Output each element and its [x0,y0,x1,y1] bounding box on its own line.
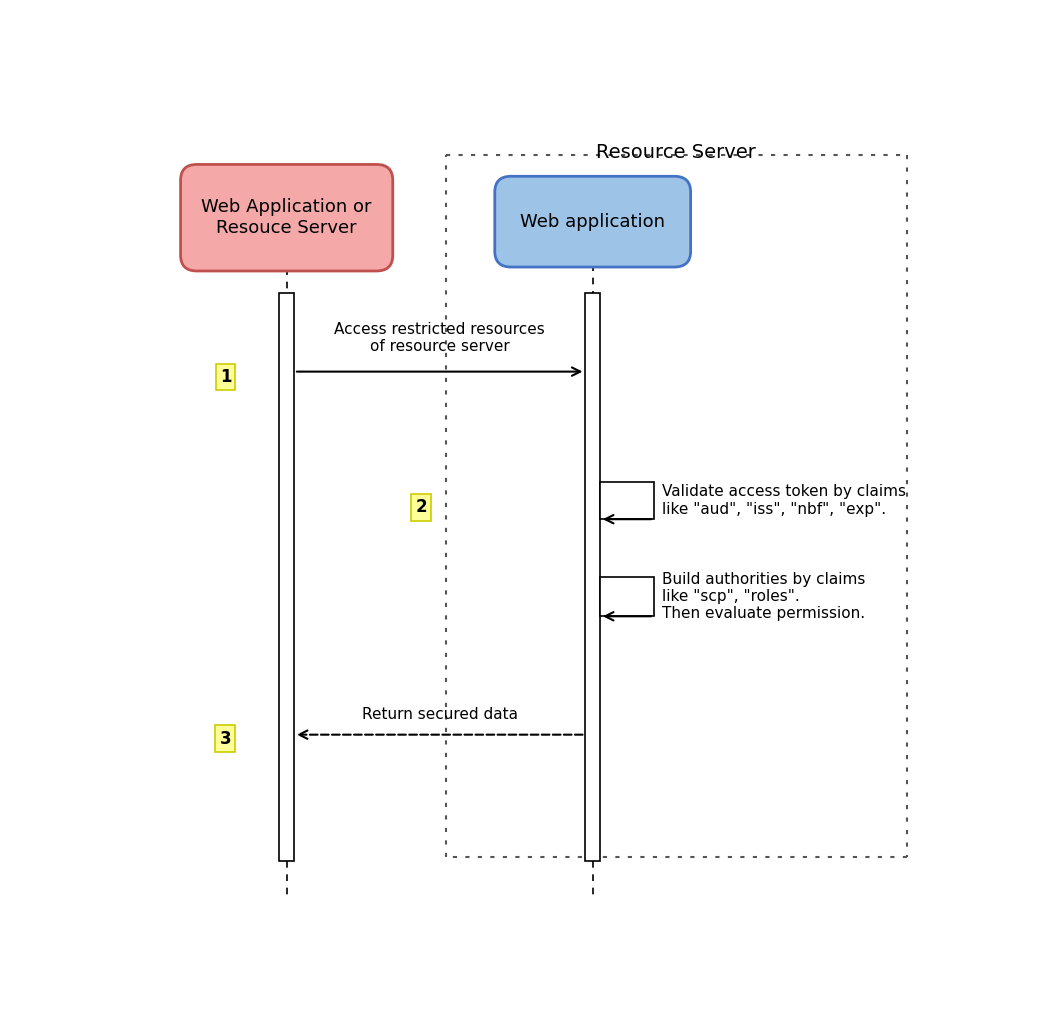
Text: Access restricted resources
of resource server: Access restricted resources of resource … [334,322,545,355]
Text: Return secured data: Return secured data [361,707,518,722]
Text: 1: 1 [220,368,232,386]
Bar [600,482,654,520]
Text: Web Application or
Resouce Server: Web Application or Resouce Server [201,198,372,237]
Text: Build authorities by claims
like "scp", "roles".
Then evaluate permission.: Build authorities by claims like "scp", … [662,572,866,621]
Text: 3: 3 [220,730,232,747]
Bar [585,293,600,861]
Bar [600,577,654,616]
Text: Resource Server: Resource Server [596,142,756,162]
FancyBboxPatch shape [181,164,393,271]
Text: Validate access token by claims
like "aud", "iss", "nbf", "exp".: Validate access token by claims like "au… [662,485,906,517]
FancyBboxPatch shape [495,176,691,268]
Text: 2: 2 [416,498,428,517]
Text: Web application: Web application [520,212,665,231]
Bar [279,293,294,861]
